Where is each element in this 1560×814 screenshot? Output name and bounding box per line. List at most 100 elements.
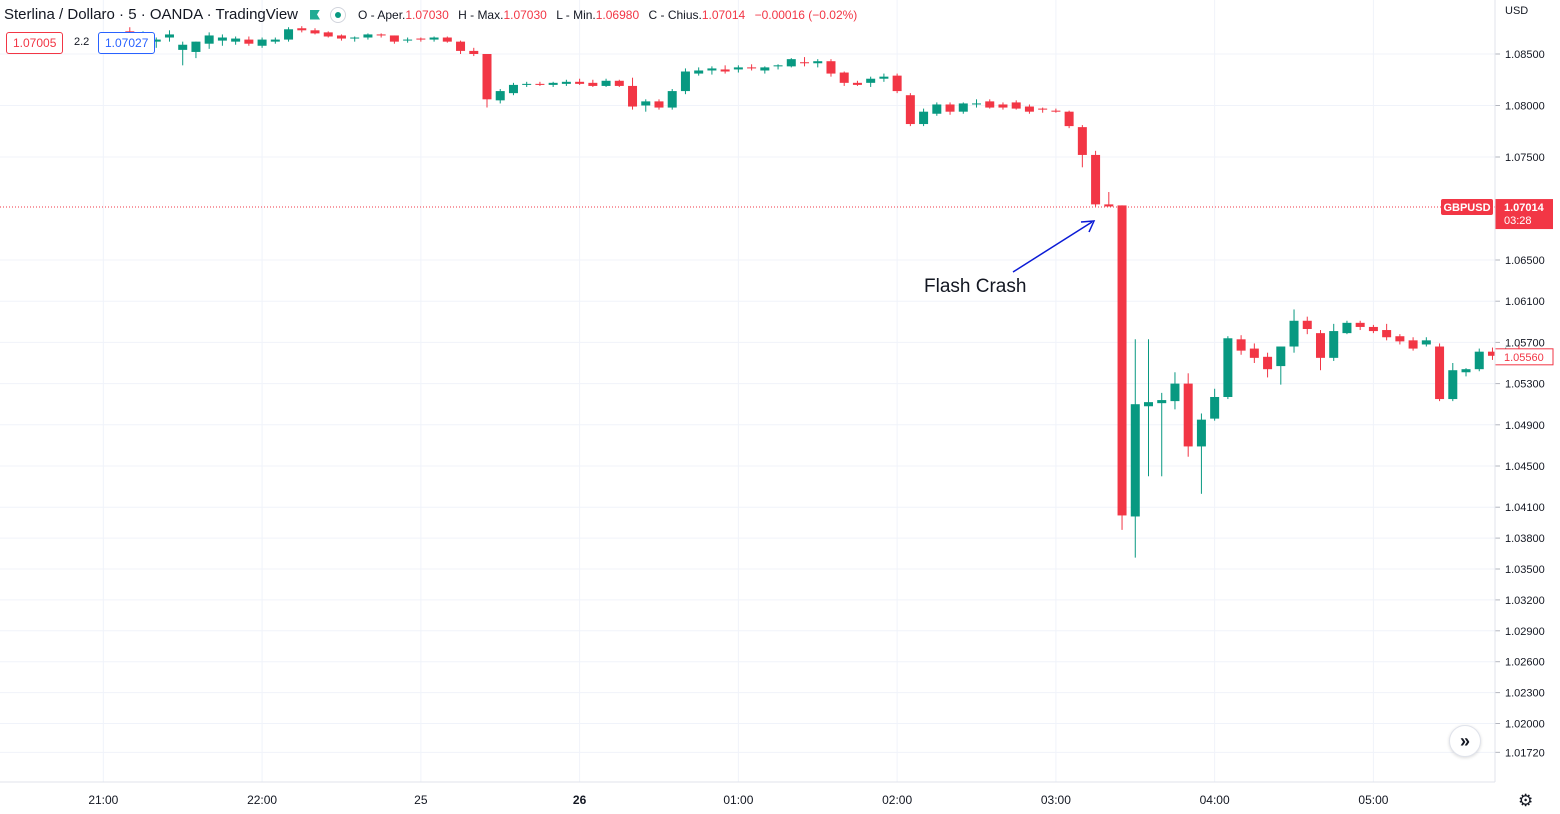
currency-selector[interactable]: USD <box>1505 5 1529 17</box>
candle-body <box>1289 320 1299 347</box>
candle-body <box>495 91 505 101</box>
candle-body <box>588 82 598 86</box>
price-tick-label: 1.02300 <box>1505 688 1545 700</box>
candle <box>1342 320 1352 335</box>
candle <box>231 36 241 45</box>
candle <box>416 37 426 42</box>
candle-body <box>1196 419 1206 447</box>
candle-body <box>284 29 294 40</box>
candle <box>310 28 320 35</box>
flag-icon[interactable] <box>310 9 321 20</box>
candle-body <box>945 104 955 112</box>
candle-body <box>1461 369 1471 373</box>
candle-body <box>297 28 307 31</box>
candle <box>1263 352 1273 378</box>
candle-body <box>1315 333 1325 358</box>
candle <box>508 82 518 96</box>
candle <box>297 26 307 33</box>
candle <box>1289 309 1299 353</box>
candle <box>641 99 651 112</box>
candle <box>1448 363 1458 402</box>
symbol-tag-label: GBPUSD <box>1443 202 1490 214</box>
time-tick-label: 25 <box>414 793 428 807</box>
candle <box>958 102 968 114</box>
candle-body <box>416 38 426 40</box>
candle <box>1130 339 1140 558</box>
candle-body <box>178 44 188 50</box>
candle <box>694 67 704 76</box>
open-label: O - Aper. <box>358 7 406 22</box>
candle-body <box>1395 336 1405 342</box>
candle <box>800 57 810 67</box>
candle <box>376 33 386 38</box>
candle <box>1104 192 1114 207</box>
candle <box>323 31 333 38</box>
candle <box>1315 330 1325 371</box>
candle-body <box>363 34 373 38</box>
gear-icon[interactable]: ⚙ <box>1518 791 1534 810</box>
candle <box>442 36 452 43</box>
candle-body <box>1117 205 1127 516</box>
candle <box>1011 100 1021 110</box>
annotation-arrow-line <box>1012 221 1093 273</box>
candle <box>1276 346 1286 385</box>
last-price-badge <box>1495 199 1553 230</box>
candle-body <box>535 83 545 85</box>
candle-body <box>522 83 532 85</box>
candle-body <box>1210 396 1220 419</box>
candle-body <box>1435 346 1445 400</box>
candle <box>747 64 757 71</box>
time-tick-label: 01:00 <box>723 793 753 807</box>
price-tick-label: 1.05300 <box>1505 379 1545 391</box>
candle <box>1395 334 1405 345</box>
candle <box>575 78 585 85</box>
candle <box>839 71 849 86</box>
candle <box>191 41 201 59</box>
candle <box>879 73 889 82</box>
time-tick-label: 22:00 <box>247 793 277 807</box>
candle-body <box>469 50 479 54</box>
price-tick-label: 1.03200 <box>1505 595 1545 607</box>
candle-body <box>667 91 677 108</box>
time-tick-label: 26 <box>573 793 587 807</box>
ohlc-values: O - Aper.1.07030 H - Max.1.07030 L - Min… <box>358 8 863 22</box>
candle-body <box>1355 322 1365 327</box>
flash-crash-annotation[interactable]: Flash Crash <box>924 276 1027 297</box>
candle <box>1249 343 1259 363</box>
candle <box>773 64 783 70</box>
symbol-title[interactable]: Sterlina / Dollaro · 5 · OANDA · Trading… <box>4 6 299 23</box>
candle-body <box>839 72 849 83</box>
candle <box>588 79 598 87</box>
candle <box>363 33 373 40</box>
buy-button[interactable]: 1.07027 <box>98 32 156 54</box>
candle <box>1157 392 1167 477</box>
candle <box>892 73 902 94</box>
candle-body <box>1448 370 1458 400</box>
candle <box>217 34 227 46</box>
open-value: 1.07030 <box>405 7 449 22</box>
candle-body <box>773 65 783 67</box>
price-tick-label: 1.03500 <box>1505 564 1545 576</box>
sell-button[interactable]: 1.07005 <box>6 32 64 54</box>
candle <box>1302 316 1312 335</box>
candle <box>535 81 545 86</box>
candle-body <box>852 82 862 85</box>
candle-body <box>919 111 929 125</box>
candle-body <box>1263 356 1273 370</box>
candle <box>1461 368 1471 377</box>
scroll-to-realtime-button[interactable]: » <box>1449 725 1481 757</box>
candle-body <box>866 78 876 83</box>
candle-body <box>1157 400 1167 404</box>
candle <box>561 79 571 86</box>
candle <box>998 102 1008 110</box>
price-tick-label: 1.01720 <box>1505 747 1545 759</box>
market-status-icon[interactable] <box>330 6 347 23</box>
time-tick-label: 04:00 <box>1200 793 1230 807</box>
candle <box>1183 373 1193 457</box>
annotation-arrow-head <box>1080 220 1096 233</box>
candle <box>919 108 929 127</box>
candle <box>1196 413 1206 494</box>
candle <box>852 80 862 86</box>
candle-body <box>1302 320 1312 330</box>
